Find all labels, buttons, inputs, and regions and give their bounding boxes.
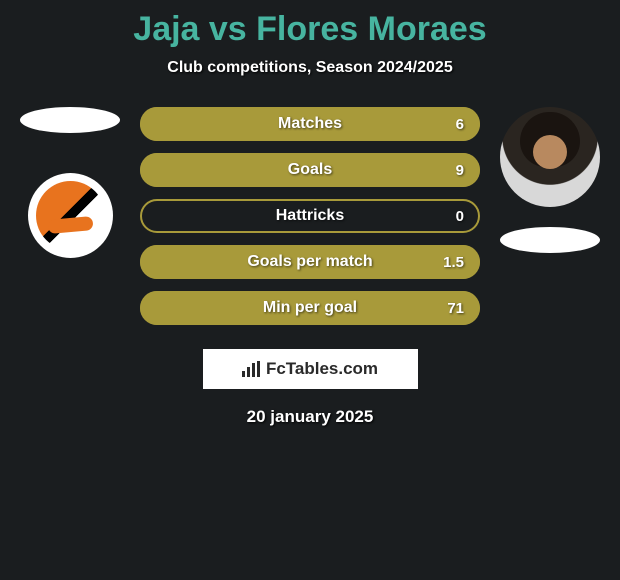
comparison-subtitle: Club competitions, Season 2024/2025: [0, 59, 620, 77]
stat-value: 1.5: [443, 254, 464, 271]
stat-bar: Goals per match 1.5: [140, 245, 480, 279]
stat-value: 0: [456, 208, 464, 225]
right-club-logo-placeholder: [500, 227, 600, 253]
right-player-column: [490, 107, 610, 253]
content-area: Matches 6 Goals 9 Hattricks 0 Goals per match 1…: [0, 107, 620, 325]
stat-bar: Hattricks 0: [140, 199, 480, 233]
left-club-logo: [28, 173, 113, 258]
snapshot-date: 20 january 2025: [0, 407, 620, 427]
left-player-avatar-placeholder: [20, 107, 120, 133]
stat-value: 6: [456, 116, 464, 133]
stat-label: Matches: [278, 115, 342, 133]
brand-text: FcTables.com: [266, 359, 378, 379]
stat-value: 71: [447, 300, 464, 317]
brand-watermark: FcTables.com: [203, 349, 418, 389]
stat-label: Hattricks: [276, 207, 344, 225]
stat-bar: Goals 9: [140, 153, 480, 187]
stat-bar: Matches 6: [140, 107, 480, 141]
stat-bar: Min per goal 71: [140, 291, 480, 325]
left-player-column: [10, 107, 130, 258]
comparison-title: Jaja vs Flores Moraes: [0, 0, 620, 49]
brand-chart-icon: [242, 361, 262, 377]
right-player-avatar: [500, 107, 600, 207]
stat-label: Min per goal: [263, 299, 357, 317]
stat-label: Goals: [288, 161, 332, 179]
stat-value: 9: [456, 162, 464, 179]
stat-label: Goals per match: [247, 253, 372, 271]
stats-bars: Matches 6 Goals 9 Hattricks 0 Goals per match 1…: [140, 107, 480, 325]
